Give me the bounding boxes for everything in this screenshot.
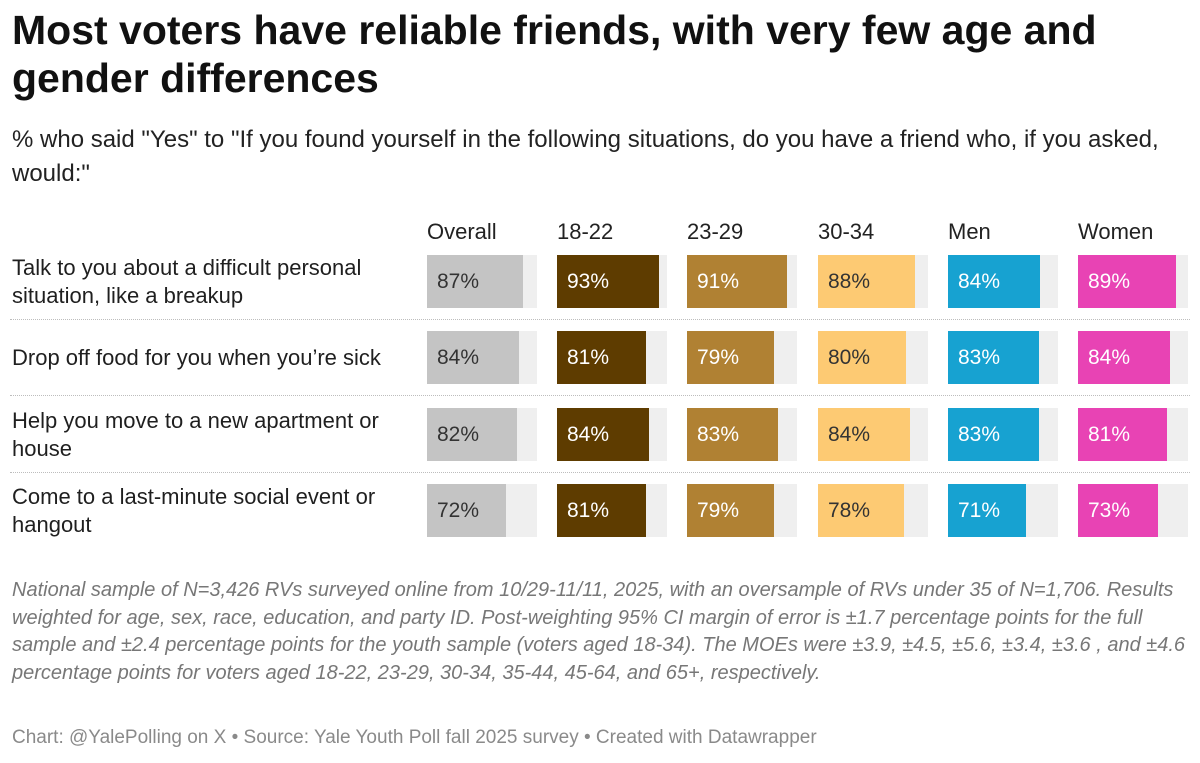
bar [427,255,523,308]
bar-track: 78% [818,484,928,537]
bar [1078,408,1168,461]
bar-value-label: 78% [828,499,871,522]
bar-value-label: 84% [567,423,610,446]
column-header: Men [948,219,991,244]
bar [557,408,650,461]
bar-table: Overall 18-22 23-29 30-34 Men Women Talk to yo… [0,212,1200,572]
bar-track: 81% [557,331,667,384]
bar [818,331,906,384]
bar [818,484,904,537]
bar [948,408,1040,461]
bar-value-label: 84% [958,270,1001,293]
bar-value-label: 88% [828,270,871,293]
bar-value-label: 87% [437,270,480,293]
bar [687,484,774,537]
bar-track: 84% [818,408,928,461]
row-label: Talk to you about a difficult personal s… [12,254,362,308]
bar [1078,484,1159,537]
column-header: 23-29 [687,219,744,244]
bar-track: 87% [427,255,537,308]
bar-value-label: 89% [1088,270,1131,293]
bar-track: 83% [687,408,797,461]
bar-value-label: 79% [697,499,740,522]
row-separator [10,395,1190,396]
row-label: Help you move to a new apartment or hous… [12,407,379,461]
row-label: Come to a last-minute social event or ha… [12,483,376,537]
bar-track: 73% [1078,484,1188,537]
column-header: Women [1078,219,1154,244]
bar-value-label: 93% [567,270,610,293]
bar [687,331,774,384]
bar-track: 84% [427,331,537,384]
bar-track: 82% [427,408,537,461]
bar-track: 80% [818,331,928,384]
bar-value-label: 81% [567,499,610,522]
bar-track: 83% [948,408,1058,461]
bar [948,484,1027,537]
bar-track: 88% [818,255,928,308]
bar [948,255,1041,308]
row-label: Drop off food for you when you’re sick [12,344,381,370]
bar-value-label: 83% [958,423,1001,446]
bar-track: 84% [557,408,667,461]
bar-value-label: 72% [437,499,480,522]
bar-value-label: 73% [1088,499,1131,522]
bar [427,408,518,461]
chart-subtitle: % who said "Yes" to "If you found yourse… [12,126,1159,187]
bar-track: 79% [687,331,797,384]
bar-value-label: 71% [958,499,1001,522]
column-header: 30-34 [818,219,875,244]
column-header: 18-22 [557,219,614,244]
bar [427,331,520,384]
bar-value-label: 83% [958,346,1001,369]
bar-track: 84% [1078,331,1188,384]
bar-value-label: 91% [697,270,740,293]
row-separator [10,319,1190,320]
bar-track: 81% [557,484,667,537]
chart-credit: Chart: @YalePolling on X • Source: Yale … [12,727,817,748]
bar [557,331,647,384]
methodology-note: National sample of N=3,426 RVs surveyed … [12,579,1186,684]
chart-title: Most voters have reliable friends, with … [12,7,1097,101]
bar-track: 71% [948,484,1058,537]
bar [948,331,1040,384]
bar-value-label: 79% [697,346,740,369]
bar-track: 83% [948,331,1058,384]
bar-track: 72% [427,484,537,537]
bar-value-label: 81% [1088,423,1131,446]
bar [427,484,507,537]
bar [687,408,779,461]
bar-track: 81% [1078,408,1188,461]
bar-track: 84% [948,255,1058,308]
bar-value-label: 80% [828,346,871,369]
bar [557,484,647,537]
bar [818,408,911,461]
bar-value-label: 83% [697,423,740,446]
row-separator [10,472,1190,473]
bar-value-label: 84% [828,423,871,446]
bar-value-label: 84% [437,346,480,369]
bar [1078,255,1176,308]
bar-value-label: 81% [567,346,610,369]
bar [1078,331,1171,384]
column-header: Overall [427,219,497,244]
bar [818,255,915,308]
bar [557,255,660,308]
bar-track: 89% [1078,255,1188,308]
bar-track: 79% [687,484,797,537]
bar-track: 93% [557,255,667,308]
bar-value-label: 84% [1088,346,1131,369]
bar-track: 91% [687,255,797,308]
bar-value-label: 82% [437,423,480,446]
bar [687,255,788,308]
